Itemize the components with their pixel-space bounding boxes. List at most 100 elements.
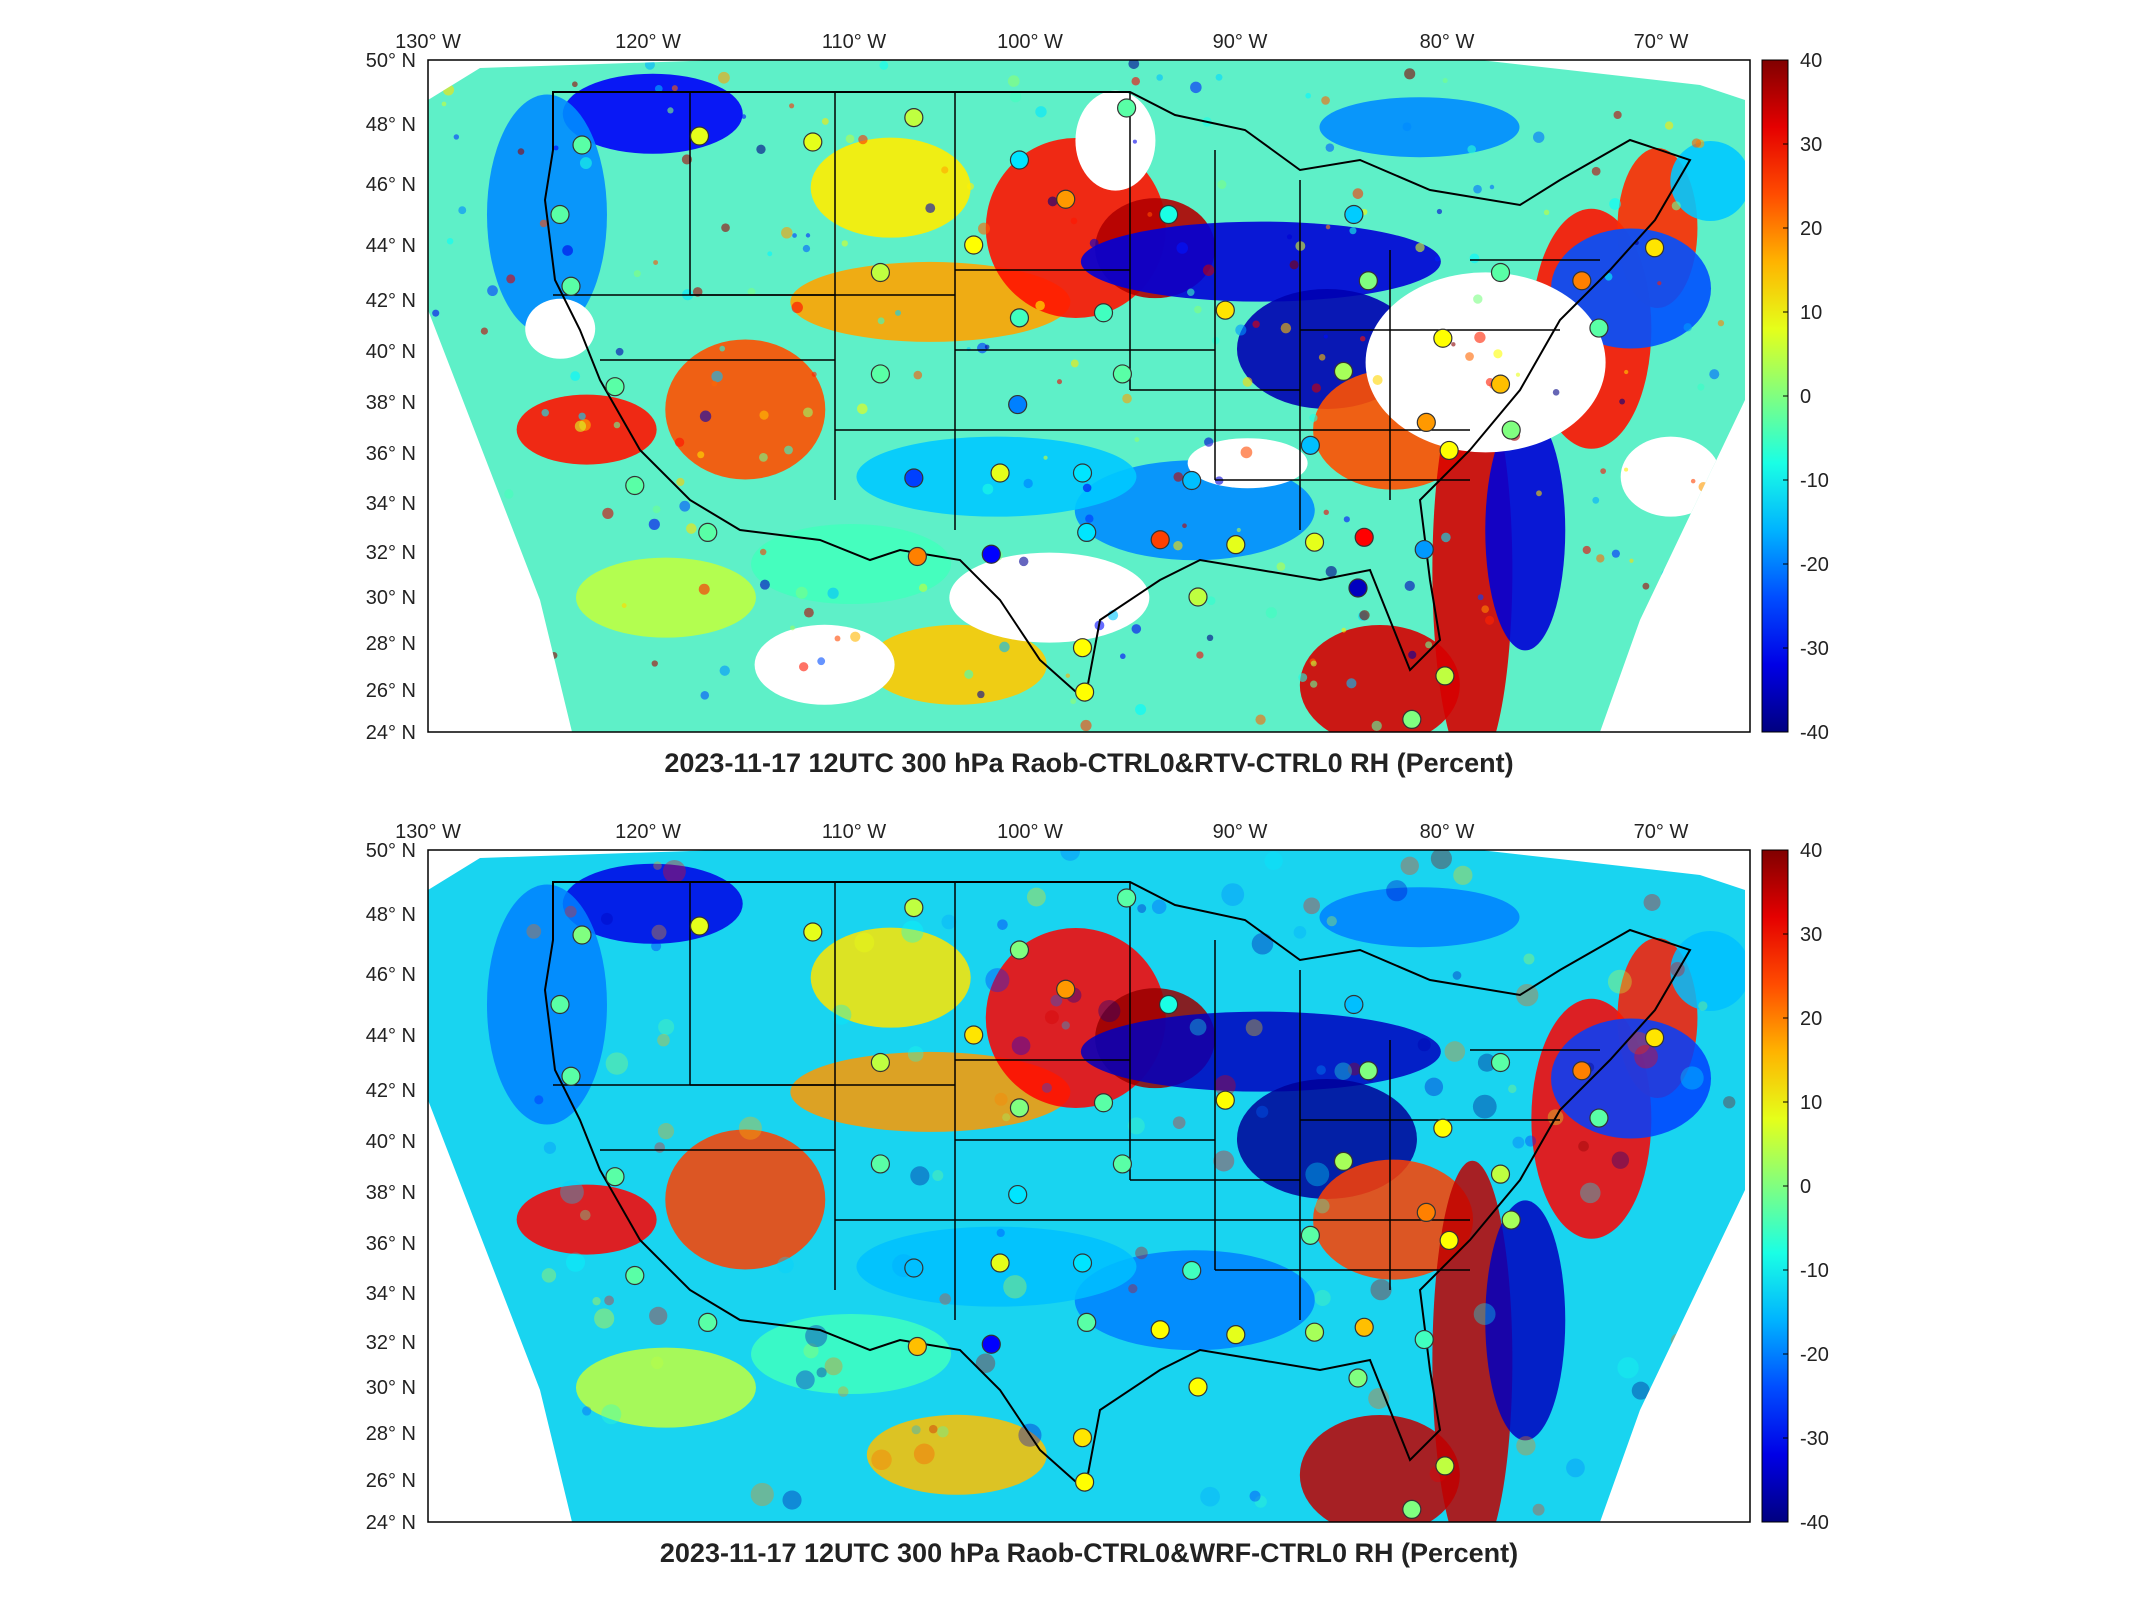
lon-tick-label: 110° W (822, 821, 886, 843)
colorbar-tick-label: 10 (1800, 1092, 1822, 1114)
station-marker (1056, 979, 1076, 999)
station-marker (1304, 532, 1325, 552)
station-marker (1644, 1028, 1665, 1048)
lat-tick-label: 50° N (366, 840, 416, 862)
station-marker (689, 916, 710, 936)
station-marker (1433, 328, 1453, 348)
lat-tick-label: 42° N (366, 1080, 416, 1102)
station-marker (904, 1258, 924, 1278)
lon-tick-label: 90° W (1213, 821, 1268, 843)
station-marker (1150, 530, 1170, 550)
station-marker (1158, 994, 1179, 1015)
station-marker (1333, 1151, 1354, 1172)
raob-stations (550, 888, 1665, 1520)
station-marker (1589, 1108, 1609, 1128)
station-marker (1344, 994, 1364, 1015)
station-marker (1354, 527, 1374, 547)
station-marker (1072, 638, 1093, 658)
station-marker (1158, 204, 1179, 225)
station-marker (1490, 1052, 1511, 1073)
map-boundaries (543, 881, 1692, 1492)
station-marker (1358, 1061, 1378, 1081)
station-marker (1589, 318, 1609, 338)
station-marker (625, 1265, 645, 1286)
station-marker (1354, 1317, 1374, 1337)
station-marker (1304, 1322, 1325, 1342)
station-marker (1439, 1230, 1459, 1251)
station-marker (1300, 435, 1320, 455)
station-marker (1150, 1320, 1170, 1340)
map-panel-bottom: 130° W 120° W 110° W 100° W 90° W 80° W 70° W 5… (366, 821, 1829, 1568)
station-marker (1490, 1164, 1511, 1184)
station-marker (1182, 470, 1202, 491)
rh-difference-field (428, 60, 1745, 732)
colorbar-tick-label: 10 (1800, 302, 1822, 324)
lat-tick-label: 48° N (366, 904, 416, 926)
lon-tick-label: 120° W (615, 821, 681, 843)
station-marker (1008, 394, 1028, 415)
station-marker (964, 235, 984, 255)
lat-tick-label: 46° N (366, 174, 416, 196)
station-marker (1226, 535, 1246, 555)
station-marker (1435, 1456, 1455, 1476)
colorbar-tick-label: 0 (1800, 1176, 1811, 1198)
colorbar-tick-label: -20 (1800, 1344, 1829, 1366)
station-marker (605, 377, 625, 397)
station-marker (605, 1167, 625, 1187)
lat-tick-label: 32° N (366, 1332, 416, 1354)
station-marker (625, 475, 645, 496)
colorbar-tick-label: 40 (1800, 50, 1822, 72)
station-marker (1300, 1225, 1320, 1245)
colorbar-tick-label: -40 (1800, 1512, 1829, 1534)
station-marker (1572, 271, 1592, 291)
station-marker (1344, 204, 1364, 225)
lon-tick-label: 70° W (1634, 31, 1689, 53)
lat-tick-label: 28° N (366, 633, 416, 655)
station-marker (990, 1253, 1010, 1273)
station-marker (1414, 539, 1434, 560)
station-marker (1188, 1377, 1208, 1397)
station-marker (1226, 1325, 1246, 1345)
lon-tick-label: 90° W (1213, 31, 1268, 53)
station-marker (1439, 440, 1459, 461)
station-marker (981, 1334, 1001, 1354)
station-marker (1435, 666, 1455, 686)
lat-tick-label: 30° N (366, 1377, 416, 1399)
lon-tick-label: 70° W (1634, 821, 1689, 843)
lat-tick-label: 48° N (366, 114, 416, 136)
lat-tick-label: 42° N (366, 290, 416, 312)
station-marker (904, 468, 924, 488)
station-marker (572, 135, 592, 155)
station-marker (870, 1154, 891, 1174)
lat-tick-label: 32° N (366, 542, 416, 564)
colorbar-tick-label: -30 (1800, 1428, 1829, 1450)
lat-tick-label: 50° N (366, 50, 416, 72)
lon-tick-label: 100° W (997, 821, 1063, 843)
station-marker (1074, 682, 1095, 702)
station-marker (1333, 361, 1354, 381)
station-marker (1348, 578, 1368, 598)
station-marker (990, 463, 1010, 483)
lat-tick-label: 28° N (366, 1423, 416, 1445)
map-panel-top: 130° W 120° W 110° W 100° W 90° W 80° W 70° W 5… (366, 31, 1829, 778)
station-marker (1490, 262, 1511, 283)
station-marker (964, 1025, 984, 1045)
station-marker (1009, 940, 1030, 960)
station-marker (904, 107, 924, 128)
station-marker (1008, 1184, 1028, 1205)
station-marker (550, 994, 570, 1015)
lon-tick-label: 130° W (395, 821, 461, 843)
lat-tick-label: 24° N (366, 1512, 416, 1534)
lat-tick-label: 40° N (366, 341, 416, 363)
colorbar-tick-label: 40 (1800, 840, 1822, 862)
lat-tick-label: 44° N (366, 235, 416, 257)
station-marker (561, 1066, 581, 1086)
plot-frame (427, 849, 1751, 1523)
station-marker (1116, 98, 1137, 118)
lat-tick-label: 26° N (366, 1470, 416, 1492)
station-marker (803, 132, 823, 152)
lon-tick-label: 80° W (1420, 31, 1475, 53)
colorbar-tick-label: -20 (1800, 554, 1829, 576)
lat-tick-label: 30° N (366, 587, 416, 609)
station-marker (561, 276, 581, 296)
